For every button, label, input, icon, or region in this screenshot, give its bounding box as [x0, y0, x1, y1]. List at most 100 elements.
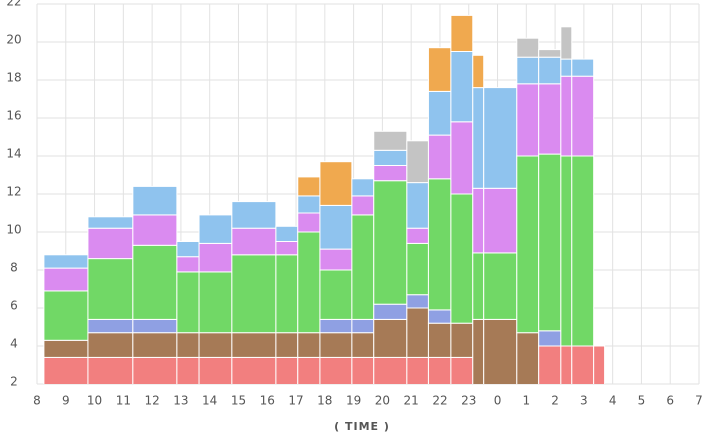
bar-segment [176, 271, 200, 334]
bar-segment [450, 322, 474, 358]
bar-segment [483, 87, 518, 189]
bar-segment [516, 155, 540, 334]
bar-segment [43, 267, 89, 292]
bar-segment [319, 161, 353, 206]
bar-segment [538, 56, 562, 85]
y-tick-label: 10 [6, 223, 21, 237]
bar-segment [132, 185, 178, 216]
x-tick-label: 2 [551, 394, 559, 408]
bar-segment [319, 204, 353, 250]
bar-segment [427, 47, 452, 92]
bar-segment [516, 56, 540, 85]
bar-segment [593, 345, 606, 384]
bar-segment [297, 212, 321, 233]
bar-segment [427, 356, 452, 384]
bar-segment [450, 356, 474, 384]
bar-segment [231, 227, 277, 256]
x-tick-label: 3 [580, 394, 588, 408]
bar-segment [231, 254, 277, 334]
bar-segment [198, 332, 233, 358]
bar-segment [87, 216, 134, 229]
bar-segment [373, 180, 408, 305]
bar-segment [351, 332, 375, 358]
x-tick-label: 5 [638, 394, 646, 408]
bar-segment [43, 356, 89, 384]
bar-segment [176, 356, 200, 384]
bar-segment [538, 153, 562, 332]
y-tick-label: 4 [10, 337, 18, 351]
x-tick-label: 8 [33, 394, 41, 408]
y-tick-label: 8 [10, 261, 18, 275]
x-tick-label: 10 [87, 394, 102, 408]
x-tick-label: 16 [260, 394, 275, 408]
x-tick-label: 9 [62, 394, 70, 408]
x-tick-label: 6 [666, 394, 674, 408]
bar-segment [450, 14, 474, 52]
bar-segment [373, 303, 408, 320]
bar-segment [297, 195, 321, 214]
bar-segment [516, 332, 540, 384]
bar-segment [373, 318, 408, 358]
x-tick-label: 19 [346, 394, 361, 408]
bar-segment [132, 356, 178, 384]
bar-segment [297, 176, 321, 197]
x-tick-label: 14 [202, 394, 217, 408]
bar-segment [176, 332, 200, 358]
bar-segment [87, 258, 134, 320]
bar-segment [297, 231, 321, 334]
bar-segment [472, 187, 485, 254]
y-tick-label: 6 [10, 299, 18, 313]
bar-segment [571, 75, 595, 157]
bar-segment [406, 227, 429, 244]
y-tick-label: 18 [6, 71, 21, 85]
x-tick-label: 23 [461, 394, 476, 408]
bar-segment [297, 356, 321, 384]
bar-segment [87, 356, 134, 384]
bar-segment [43, 254, 89, 269]
bar-segment [43, 339, 89, 358]
bar-segment [427, 322, 452, 358]
bar-segment [275, 356, 299, 384]
x-tick-label: 7 [695, 394, 703, 408]
x-tick-label: 1 [522, 394, 530, 408]
bar-segment [373, 149, 408, 167]
bar-segment [560, 75, 573, 157]
bar-segment [427, 90, 452, 136]
bar-segment [132, 332, 178, 358]
bar-segment [231, 201, 277, 229]
bar-segment [483, 187, 518, 254]
bar-segment [560, 155, 573, 347]
x-tick-label: 15 [231, 394, 246, 408]
x-tick-label: 11 [116, 394, 131, 408]
y-tick-label: 22 [6, 0, 21, 9]
bar-segment [198, 214, 233, 244]
bar-segment [571, 345, 595, 384]
x-tick-label: 13 [173, 394, 188, 408]
bar-segment [87, 227, 134, 260]
bar-segment [571, 155, 595, 347]
bar-segment [231, 356, 277, 384]
x-axis-label: ( TIME ) [334, 420, 390, 433]
bar-segment [351, 318, 375, 334]
bar-segment [450, 121, 474, 195]
bar-segment [198, 356, 233, 384]
y-tick-label: 2 [10, 375, 18, 389]
bar-segment [538, 330, 562, 347]
y-tick-label: 16 [6, 109, 21, 123]
bar-segment [319, 332, 353, 358]
bar-segment [373, 356, 408, 384]
bar-segment [351, 195, 375, 216]
bars [43, 14, 606, 384]
bar-segment [132, 244, 178, 320]
bar-segment [275, 241, 299, 256]
bar-segment [373, 165, 408, 182]
bar-segment [176, 241, 200, 258]
bar-segment [560, 26, 573, 60]
bar-segment [472, 252, 485, 320]
bar-segment [406, 182, 429, 229]
bar-segment [319, 318, 353, 334]
bar-segment [560, 345, 573, 384]
bar-segment [450, 193, 474, 324]
y-tick-label: 20 [6, 33, 21, 47]
